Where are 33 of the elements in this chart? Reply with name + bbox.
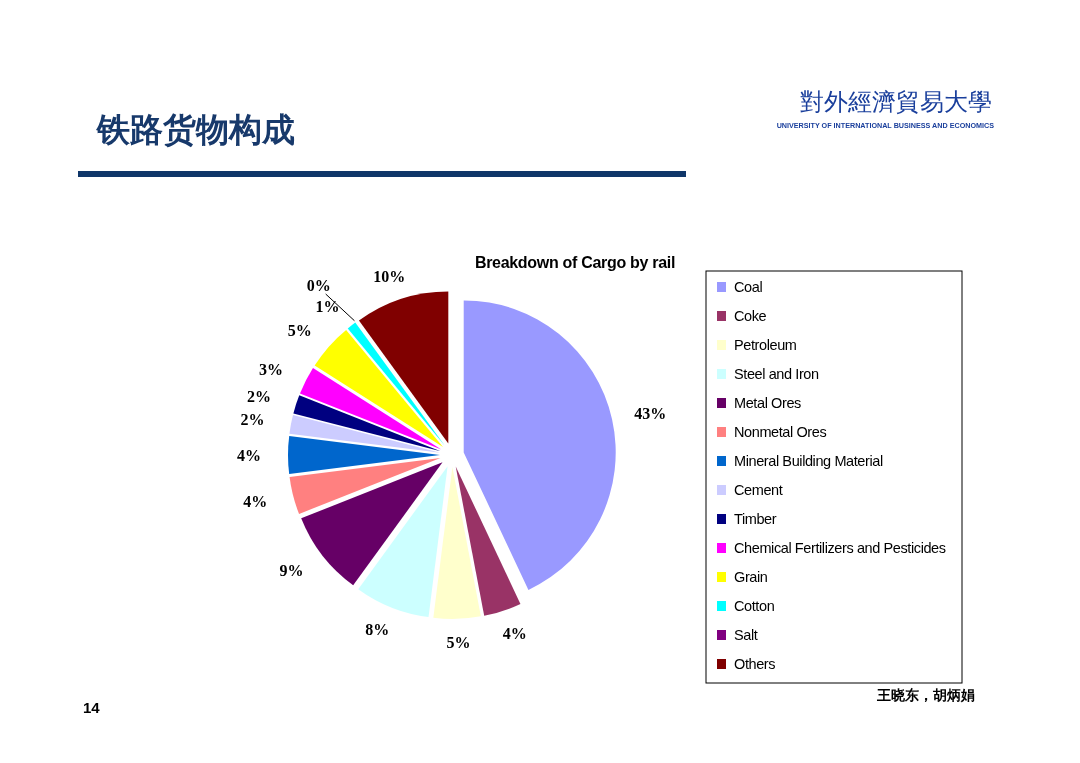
legend-label: Metal Ores (734, 395, 802, 411)
legend-label: Coke (734, 308, 767, 324)
text: 0% (306, 276, 331, 294)
legend-label: Petroleum (734, 337, 797, 353)
chart-subtitle: Breakdown of Cargo by rail (474, 254, 676, 271)
text: 王晓东，胡炳娟 (876, 687, 975, 703)
legend-label: Coal (734, 279, 763, 295)
data-label: 2% (240, 411, 265, 429)
legend-label: Mineral Building Material (734, 453, 883, 469)
legend-label: Salt (734, 627, 758, 643)
legend-label: Others (734, 656, 776, 672)
data-label: 9% (279, 561, 304, 579)
data-label: 3% (259, 361, 284, 379)
data-label: 2% (246, 388, 271, 406)
text: 對外經濟貿易大學 (800, 88, 992, 116)
legend-label: Cement (734, 482, 783, 498)
data-label: 5% (287, 322, 312, 340)
legend-label: Nonmetal Ores (734, 424, 827, 440)
legend-label: Steel and Iron (734, 366, 820, 382)
legend-label: Grain (734, 569, 768, 585)
data-label: 10% (373, 267, 406, 285)
data-label: 4% (243, 493, 268, 511)
data-label: 43% (634, 405, 667, 423)
legend-label: Timber (734, 511, 777, 527)
data-label: 4% (502, 625, 527, 643)
text: 14 (83, 699, 101, 716)
legend-label: Cotton (734, 598, 775, 614)
data-label: 1% (315, 297, 340, 315)
chart-title: 铁路货物构成 (95, 110, 295, 149)
data-label: 8% (365, 621, 390, 639)
data-label: 5% (446, 634, 471, 652)
data-label: 4% (236, 446, 261, 464)
legend-label: Chemical Fertilizers and Pesticides (734, 540, 946, 556)
